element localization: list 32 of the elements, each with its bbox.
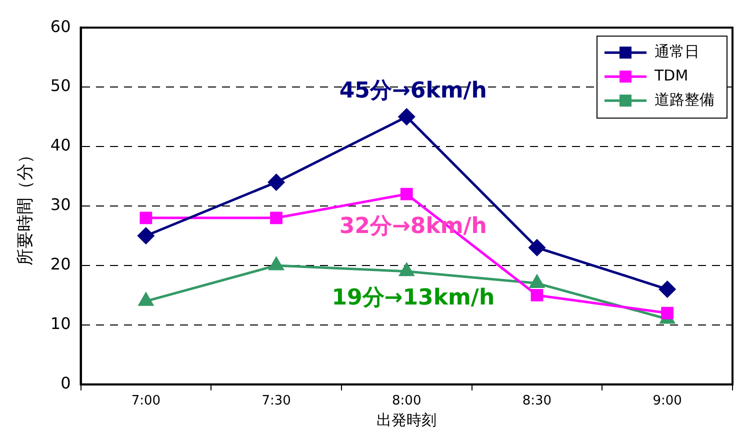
point [399,263,414,276]
point [268,257,284,270]
point [138,292,154,306]
y-tick-label: 30 [50,195,71,214]
x-tick-label: 8:00 [392,394,422,409]
point [530,289,544,302]
x-tick-label: 9:00 [652,394,682,409]
point [268,174,285,190]
point [661,306,674,320]
point [270,212,282,224]
legend-label: 通常日 [654,42,700,60]
y-tick-label: 40 [50,136,71,155]
y-tick-label: 50 [50,76,71,96]
point [138,227,154,244]
legend-label: 道路整備 [654,90,714,108]
point [140,212,152,224]
y-tick-label: 20 [50,254,71,274]
x-tick-label: 7:30 [262,394,291,409]
point [659,281,676,298]
x-axis-title: 出発時刻 [376,410,437,429]
legend-label: TDM [654,66,688,84]
x-tick-label: 8:30 [522,394,552,409]
point [398,108,415,126]
y-axis-title: 所要時間（分） [16,146,36,266]
point [530,275,544,288]
x-tick-label: 7:00 [131,394,161,409]
y-tick-label: 0 [60,374,71,393]
y-tick-label: 10 [50,314,71,334]
point [400,188,413,200]
y-tick-label: 60 [50,16,71,36]
point [528,239,546,256]
annotation: 19分→13km/h [332,285,495,310]
